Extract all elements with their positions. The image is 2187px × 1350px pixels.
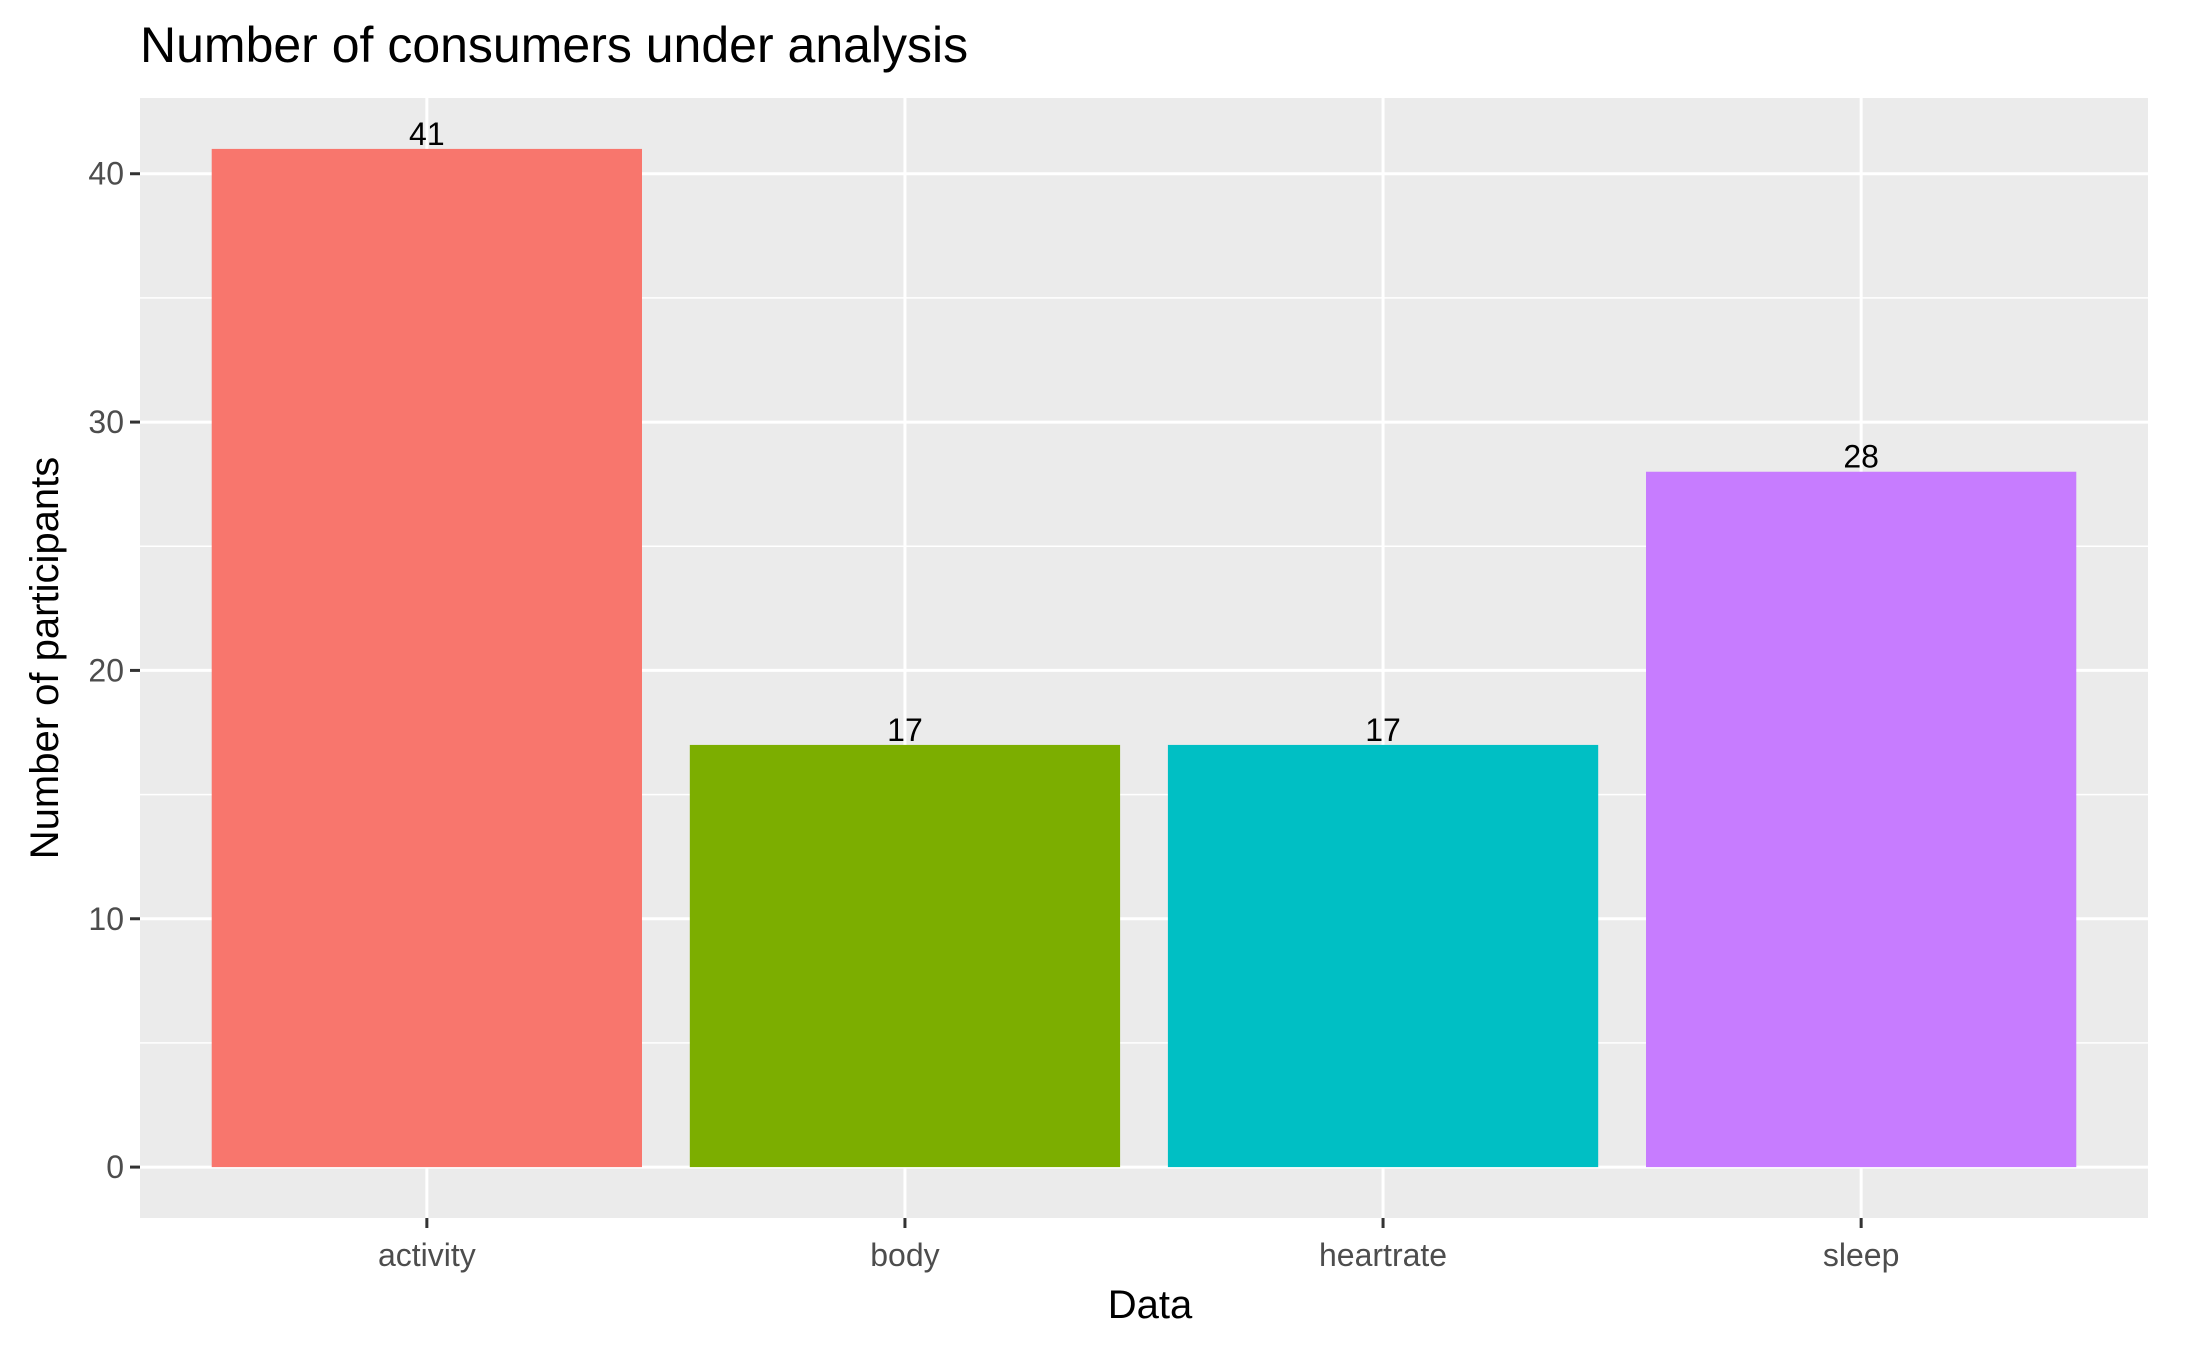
data-label-sleep: 28: [1843, 439, 1879, 475]
bar-sleep: [1646, 471, 2077, 1168]
x-axis-title: Data: [1108, 1283, 1193, 1327]
chart-title: Number of consumers under analysis: [140, 17, 968, 73]
y-tick-label: 0: [106, 1149, 124, 1185]
bar-activity: [211, 148, 642, 1168]
y-tick-label: 20: [88, 652, 124, 688]
x-tick-label-sleep: sleep: [1823, 1237, 1900, 1273]
bar-heartrate: [1167, 744, 1599, 1168]
y-axis-title: Number of participants: [23, 457, 67, 859]
x-tick-label-heartrate: heartrate: [1319, 1237, 1447, 1273]
x-axis: activity body heartrate sleep: [378, 1218, 1899, 1273]
x-tick-label-activity: activity: [378, 1237, 476, 1273]
data-label-activity: 41: [409, 116, 445, 152]
bars: [211, 148, 2077, 1168]
y-axis: 0 10 20 30 40: [88, 156, 140, 1185]
data-label-heartrate: 17: [1365, 712, 1401, 748]
y-tick-label: 40: [88, 156, 124, 192]
y-tick-label: 10: [88, 901, 124, 937]
x-tick-label-body: body: [870, 1237, 939, 1273]
data-labels: 41 17 17 28: [409, 116, 1879, 748]
data-label-body: 17: [887, 712, 923, 748]
bar-body: [689, 744, 1121, 1168]
y-tick-label: 30: [88, 404, 124, 440]
